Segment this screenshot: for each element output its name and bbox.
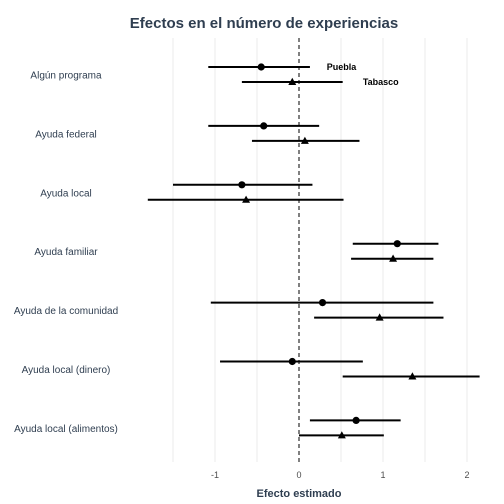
gridlines [172,38,468,462]
x-tick-labels: -1 0 1 2 [211,470,470,480]
annotation-puebla: Puebla [327,62,358,72]
point-estimate-triangle [300,136,309,144]
x-tick-label: 2 [464,470,469,480]
x-axis-label: Efecto estimado [257,488,342,500]
point-estimate-circle [352,416,360,424]
point-estimate-triangle [389,254,398,262]
point-estimate-circle [393,240,401,248]
point-estimate-circle [318,299,327,307]
series-puebla [173,63,439,424]
series-tabasco [147,77,480,439]
point-estimate-circle [260,122,268,130]
point-estimate-triangle [408,372,417,380]
x-tick-label: -1 [211,470,219,480]
point-estimate-triangle [288,77,297,85]
category-label: Ayuda de la comunidad [14,306,118,317]
category-label: Ayuda local (dinero) [22,365,111,376]
chart-title: Efectos en el número de experiencias [130,15,398,32]
point-estimate-triangle [375,313,384,321]
point-estimate-circle [288,357,296,366]
category-label: Algún programa [30,71,102,82]
point-estimate-circle [257,63,265,71]
category-labels: Algún programa Ayuda federal Ayuda local Ay… [14,71,118,435]
series-annotations: Puebla Tabasco [327,62,399,87]
category-label: Ayuda local (alimentos) [14,424,118,435]
point-estimate-triangle [242,195,251,203]
x-tick-label: 0 [296,470,301,480]
category-label: Ayuda familiar [34,247,98,258]
x-tick-label: 1 [380,470,385,480]
point-estimate-circle [238,181,246,189]
category-label: Ayuda local [40,188,92,199]
point-estimate-triangle [337,431,346,439]
plot-marks [147,63,480,439]
annotation-tabasco: Tabasco [363,77,399,87]
category-label: Ayuda federal [35,129,97,140]
